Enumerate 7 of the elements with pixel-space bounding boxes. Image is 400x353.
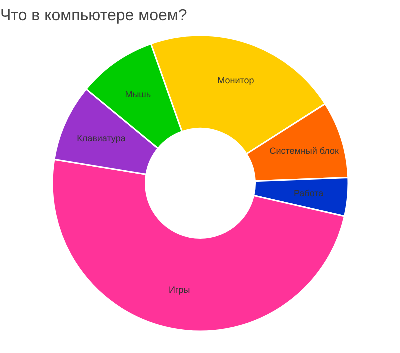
slice-label: Игры: [168, 285, 190, 296]
slice-label: Системный блок: [270, 146, 340, 156]
slice-label: Монитор: [218, 76, 254, 86]
slice-label: Мышь: [125, 89, 152, 100]
slice-label: Работа: [294, 188, 324, 199]
slice-label: Клавиатура: [77, 134, 126, 144]
chart-title: Что в компьютере моем?: [0, 8, 188, 24]
